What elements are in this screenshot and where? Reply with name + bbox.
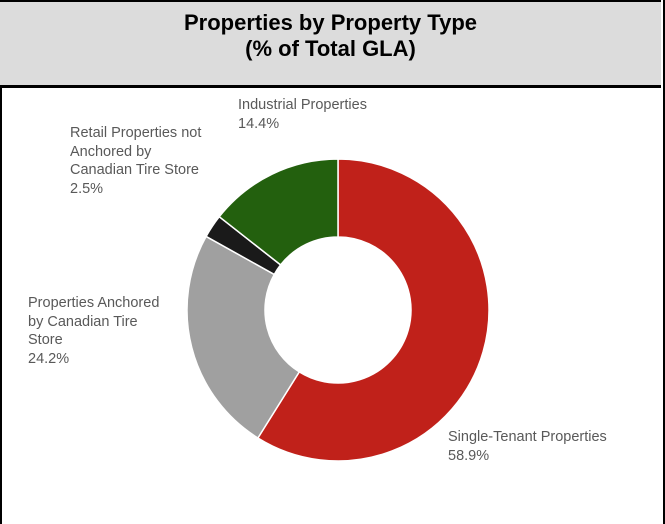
label-industrial: Industrial Properties 14.4% xyxy=(238,96,367,133)
chart-title: Properties by Property Type xyxy=(183,10,477,35)
label-retail-line3: Canadian Tire Store xyxy=(70,162,199,178)
label-anchored-line1: Properties Anchored xyxy=(28,295,160,311)
label-anchored: Properties Anchored by Canadian Tire Sto… xyxy=(28,294,159,368)
label-single-tenant: Single-Tenant Properties 58.9% xyxy=(448,428,607,465)
label-anchored-line3: Store xyxy=(28,332,63,348)
label-retail-value: 2.5% xyxy=(70,180,104,197)
slice-anchored xyxy=(186,235,301,440)
label-industrial-name: Industrial Properties xyxy=(238,97,367,113)
label-retail-line1: Retail Properties not xyxy=(70,125,202,141)
donut-chart: Industrial Properties 14.4% Retail Prope… xyxy=(0,88,661,524)
label-retail-not-anchored: Retail Properties not Anchored by Canadi… xyxy=(70,124,201,198)
label-industrial-value: 14.4% xyxy=(238,115,280,132)
slice-single-tenant xyxy=(256,158,490,462)
chart-title-box: Properties by Property Type (% of Total … xyxy=(0,0,661,88)
label-anchored-line2: by Canadian Tire xyxy=(28,313,138,330)
donut-svg xyxy=(186,158,490,462)
label-single-tenant-value: 58.9% xyxy=(448,447,490,464)
label-anchored-value: 24.2% xyxy=(28,350,70,367)
slice-industrial xyxy=(218,158,339,266)
label-retail-line2: Anchored by xyxy=(70,143,152,160)
chart-subtitle: (% of Total GLA) xyxy=(245,36,416,61)
label-single-tenant-name: Single-Tenant Properties xyxy=(448,429,607,445)
